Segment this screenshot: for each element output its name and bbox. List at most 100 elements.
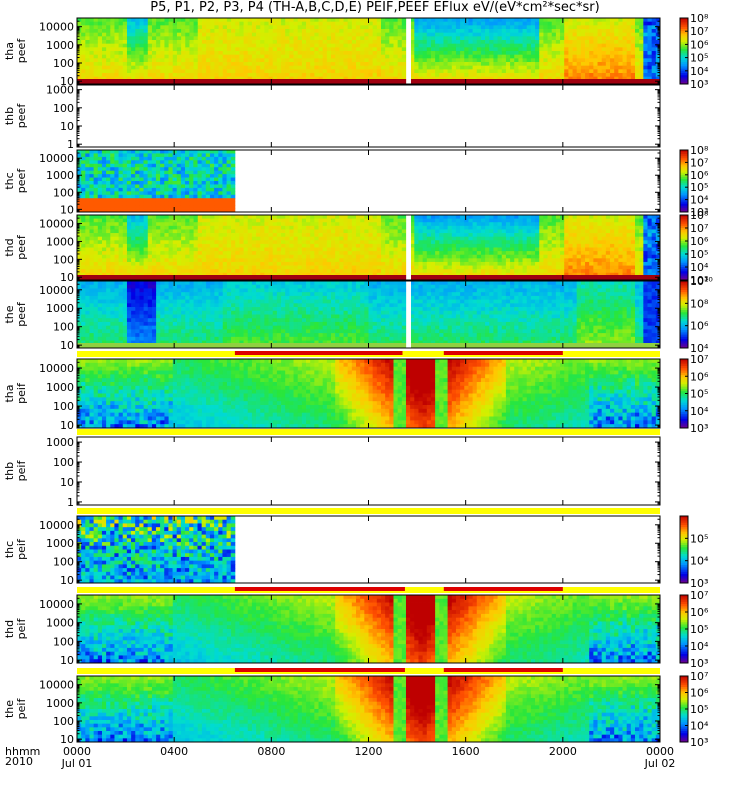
date-label-start: Jul 01 (61, 757, 93, 770)
colorbar-label-thc-peif-0: 10³ (690, 577, 708, 590)
colorbar-label-thc-peef-2: 10⁵ (690, 181, 708, 194)
ytick-label-thc-peef-1: 100 (53, 186, 74, 199)
colorbar-tha-peif: 10³ 10⁴ 10⁵ 10⁶ 10⁷ (679, 353, 709, 435)
colorbar-label-thd-peef-4: 10⁷ (690, 222, 708, 235)
ytick-label-tha-peef-1: 100 (53, 57, 74, 70)
ytick-label-the-peif-2: 1000 (46, 697, 74, 710)
xtick-label-3: 1200 (355, 745, 383, 758)
ytick-label-thd-peef-1: 100 (53, 253, 74, 266)
ytick-label-thd-peef-0: 10 (60, 271, 74, 284)
colorbar-label-thc-peef-0: 10³ (690, 206, 708, 219)
colorbar-label-tha-peef-2: 10⁵ (690, 52, 708, 65)
data-gap-thd-peef (406, 215, 412, 280)
ytick-label-the-peef-0: 10 (60, 339, 74, 352)
colorbar-label-the-peif-0: 10³ (690, 736, 708, 749)
ylabel-probe-the-peef: the (3, 305, 16, 323)
spectrogram-thd-peef (77, 215, 661, 281)
colorbar-label-the-peif-1: 10⁴ (690, 720, 709, 733)
colorbar-label-thc-peif-2: 10⁵ (690, 532, 708, 545)
colorbar-label-tha-peif-1: 10⁴ (690, 405, 709, 418)
ylabel-probe-thd-peif: thd (3, 620, 16, 638)
ytick-label-tha-peef-2: 1000 (46, 39, 74, 52)
colorbar-label-the-peef-1: 10⁶ (690, 320, 709, 333)
ylabel-probe-thc-peif: thc (3, 541, 16, 558)
ytick-label-the-peef-2: 1000 (46, 302, 74, 315)
mode-bar-red-1 (443, 587, 563, 591)
ytick-label-tha-peif-1: 100 (53, 400, 74, 413)
panel-thc-peif: 10 100 1000 10000 thc peif 10³ 10⁴ 10⁵ (3, 508, 709, 590)
chart-title: P5, P1, P2, P3, P4 (TH-A,B,C,D,E) PEIF,P… (150, 0, 600, 15)
mode-bar-red-0 (234, 587, 405, 591)
xtick-label-0: 0000 (63, 745, 91, 758)
ylabel-product-thb-peif: peif (15, 460, 28, 482)
xtick-label-5: 2000 (549, 745, 577, 758)
panel-thb-peif: 1 10 100 1000 thb peif (3, 429, 661, 509)
ylabel-product-the-peif: peif (15, 698, 28, 720)
ylabel-product-thc-peif: peif (15, 538, 28, 560)
mode-bar-red-0 (234, 351, 403, 355)
colorbar-label-thc-peef-5: 10⁸ (690, 144, 709, 157)
mode-bar-red-0 (234, 668, 405, 672)
mode-bar-thc-peif (77, 508, 660, 514)
ytick-label-thc-peif-2: 1000 (46, 537, 74, 550)
ytick-label-the-peif-3: 10000 (39, 679, 74, 692)
ytick-label-thb-peif-2: 100 (53, 456, 74, 469)
ylabel-product-thd-peif: peif (15, 618, 28, 640)
colorbar-label-thc-peef-3: 10⁶ (690, 169, 709, 182)
ylabel-probe-thb-peif: thb (3, 462, 16, 480)
ytick-label-thc-peif-1: 100 (53, 556, 74, 569)
colorbar-label-tha-peif-0: 10³ (690, 422, 708, 435)
colorbar-label-thc-peef-4: 10⁷ (690, 156, 708, 169)
corner-label-hhmm: hhmm (5, 745, 40, 758)
spectrogram-tha-peef (77, 18, 661, 85)
ytick-label-tha-peef-0: 10 (60, 75, 74, 88)
ytick-label-thc-peif-3: 10000 (39, 519, 74, 532)
mode-bar-red-1 (443, 668, 563, 672)
xtick-label-1: 0400 (160, 745, 188, 758)
ylabel-probe-thc-peef: thc (3, 172, 16, 189)
ytick-label-thb-peef-1: 10 (60, 120, 74, 133)
ytick-label-thd-peif-3: 10000 (39, 598, 74, 611)
panel-thd-peif: 10 100 1000 10000 thd peif 10³ 10⁴ 10⁵ 10⁶ 10⁷ (3, 587, 709, 670)
colorbar-the-peif: 10³ 10⁴ 10⁵ 10⁶ 10⁷ (679, 670, 709, 749)
ylabel-probe-tha-peef: tha (3, 42, 16, 60)
colorbar-label-the-peif-2: 10⁵ (690, 703, 708, 716)
ylabel-probe-thb-peef: thb (3, 107, 16, 125)
spectrogram-thc-peif (77, 516, 236, 584)
ylabel-product-the-peef: peef (15, 301, 28, 327)
ylabel-probe-thd-peef: thd (3, 238, 16, 256)
colorbar-label-thd-peef-2: 10⁵ (690, 248, 708, 261)
panel-thb-peef: 1 10 100 1000 thb peef (3, 84, 661, 151)
ylabel-probe-tha-peif: tha (3, 384, 16, 402)
date-label-end: Jul 02 (644, 757, 676, 770)
colorbar-label-thd-peef-3: 10⁶ (690, 235, 709, 248)
mode-bar-red-1 (443, 351, 563, 355)
ytick-label-tha-peif-0: 10 (60, 419, 74, 432)
spectrogram-tha-peif (77, 359, 661, 429)
data-gap-the-peef (406, 281, 412, 348)
ylabel-probe-the-peif: the (3, 700, 16, 718)
ytick-label-thc-peef-0: 10 (60, 203, 74, 216)
colorbar-label-thd-peif-0: 10³ (690, 657, 708, 670)
colorbar-label-tha-peef-0: 10³ (690, 78, 708, 91)
colorbar-label-tha-peef-4: 10⁷ (690, 25, 708, 38)
corner-label-year: 2010 (5, 755, 33, 768)
xtick-label-4: 1600 (452, 745, 480, 758)
panel-the-peef: 10 100 1000 10000 the peef 10⁴ 10⁶ 10⁸ 10¹⁰ (3, 275, 713, 355)
colorbar-label-tha-peif-2: 10⁵ (690, 388, 708, 401)
ytick-label-thb-peef-2: 100 (53, 102, 74, 115)
mode-bar-thb-peif (77, 429, 660, 435)
colorbar-label-tha-peef-3: 10⁶ (690, 38, 709, 51)
ylabel-product-thd-peef: peef (15, 234, 28, 260)
colorbar-thd-peif: 10³ 10⁴ 10⁵ 10⁶ 10⁷ (679, 589, 709, 670)
spectrogram-thd-peif (77, 595, 661, 664)
ytick-label-thd-peef-2: 1000 (46, 235, 74, 248)
colorbar-label-thd-peef-0: 10³ (690, 274, 708, 287)
ytick-label-thc-peef-2: 1000 (46, 169, 74, 182)
ytick-label-thd-peif-2: 1000 (46, 617, 74, 630)
colorbar-label-thd-peif-2: 10⁵ (690, 623, 708, 636)
